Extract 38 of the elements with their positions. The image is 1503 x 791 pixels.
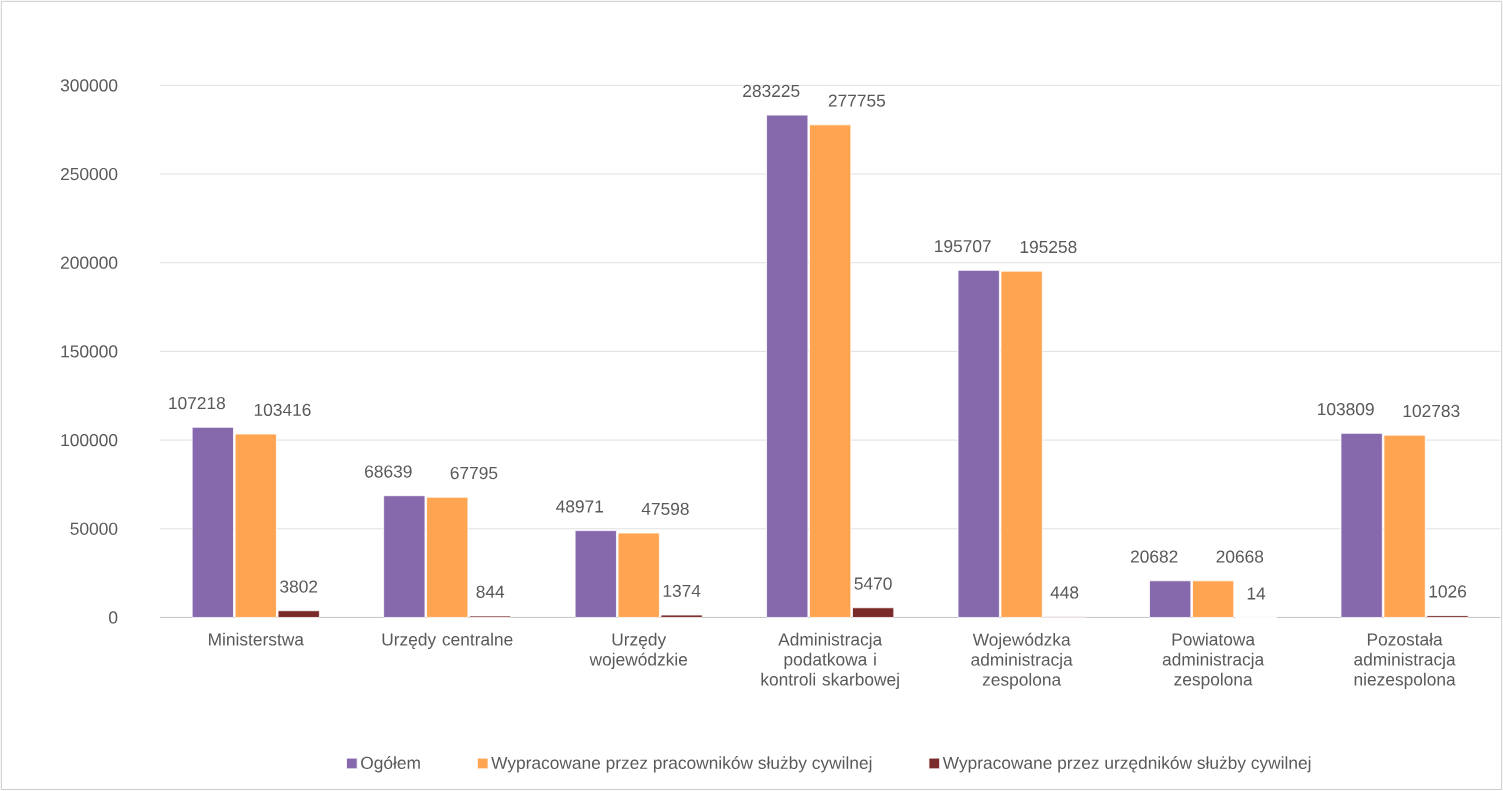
x-tick-label: Urzędy wojewódzkie — [589, 632, 688, 670]
data-label: 107218 — [169, 397, 225, 410]
data-label: 68639 — [365, 465, 412, 478]
data-label: 844 — [476, 585, 505, 598]
data-label: 5470 — [854, 577, 892, 590]
data-label: 102783 — [1403, 404, 1460, 418]
data-label: 448 — [1050, 586, 1079, 599]
data-label: 277755 — [828, 94, 886, 107]
data-label: 48971 — [556, 500, 604, 513]
data-label: 103416 — [254, 403, 311, 417]
legend-label: Wypracowane przez urzędników służby cywilnej — [942, 756, 1311, 773]
x-tick-label: Powiatowa administracja zespolona — [1162, 632, 1265, 690]
data-label: 20682 — [1130, 550, 1178, 563]
x-tick-label: Ministerstwa — [209, 632, 304, 646]
data-label: 283225 — [743, 84, 800, 98]
y-tick-label: 200000 — [61, 256, 118, 269]
y-tick-label: 300000 — [60, 79, 118, 92]
data-label: 14 — [1247, 587, 1266, 600]
y-tick-label: 0 — [109, 611, 118, 624]
data-label: 1026 — [1429, 585, 1467, 598]
data-label: 195707 — [935, 240, 991, 253]
data-label: 1374 — [663, 584, 701, 598]
data-label: 67795 — [450, 466, 498, 480]
x-tick-label: Wojewódzka administracja zespolona — [971, 632, 1073, 690]
y-tick-label: 50000 — [70, 522, 118, 535]
data-label: 47598 — [641, 502, 689, 516]
data-label: 103809 — [1318, 403, 1374, 416]
y-tick-label: 100000 — [61, 434, 118, 447]
data-label: 3802 — [280, 580, 318, 593]
y-tick-label: 250000 — [61, 167, 118, 181]
legend-label: Wypracowane przez pracowników służby cywilnej — [491, 756, 872, 773]
data-label: 195258 — [1020, 240, 1077, 254]
data-label: 20668 — [1216, 550, 1264, 563]
x-tick-label: Pozostała administracja niezespolona — [1354, 632, 1456, 690]
x-tick-label: Urzędy centralne — [382, 632, 513, 650]
legend-label: Ogółem — [361, 756, 420, 773]
x-tick-label: Administracja podatkowa i kontroli skarbowej — [761, 632, 899, 690]
y-tick-label: 150000 — [61, 345, 118, 358]
